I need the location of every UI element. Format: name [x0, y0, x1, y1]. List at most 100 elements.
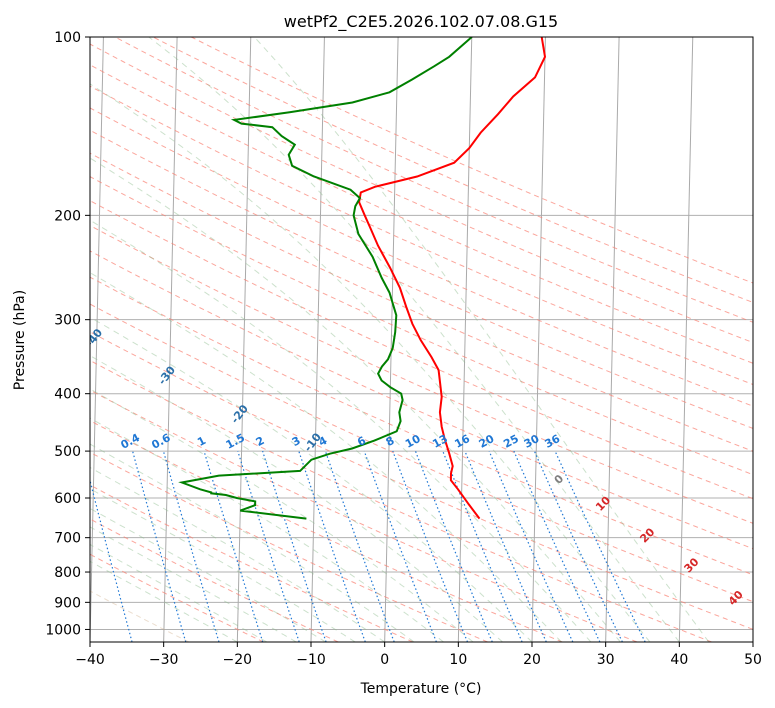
moist-adiabat	[90, 443, 415, 642]
moist-adiabat	[90, 543, 268, 642]
mixing-ratio-line	[298, 450, 366, 642]
dry-adiabat	[90, 420, 563, 642]
y-tick-label: 400	[54, 387, 81, 403]
dry-adiabat	[90, 107, 753, 407]
moist-adiabat	[90, 388, 474, 642]
y-tick-label: 300	[54, 313, 81, 329]
dry-adiabat	[90, 518, 339, 642]
moist-adiabat	[90, 466, 385, 642]
moist-adiabat	[90, 272, 562, 642]
mixing-ratio-line	[90, 478, 133, 642]
mixing-ratio-label: 25	[501, 432, 521, 451]
mixing-ratio-label: 8	[384, 434, 397, 449]
mixing-ratio-line	[464, 450, 547, 642]
moist-adiabat	[254, 37, 710, 642]
dry-adiabat	[90, 389, 638, 642]
skewed-isotherm	[236, 37, 252, 642]
skewed-isotherm	[457, 37, 473, 642]
plot-frame	[89, 36, 754, 643]
skewed-isotherm	[384, 37, 399, 642]
moist-adiabat	[90, 526, 297, 642]
isotherm-label: -40	[83, 326, 106, 350]
moist-adiabat-label: 10	[593, 494, 613, 514]
moist-adiabat-label: 20	[637, 525, 657, 545]
dry-adiabat	[90, 303, 753, 603]
mixing-ratio-line	[262, 450, 327, 642]
x-tick-label: 40	[670, 652, 688, 668]
mixing-ratio-line	[392, 450, 469, 642]
mixing-ratio-label: 1	[195, 434, 208, 449]
mixing-ratio-label: 0.2	[69, 431, 92, 452]
moist-adiabat	[90, 157, 621, 642]
chart-title: wetPf2_C2E5.2026.102.07.08.G15	[284, 12, 558, 32]
mixing-ratio-label: 10	[403, 432, 423, 451]
y-tick-label: 200	[54, 208, 81, 224]
x-axis-label: Temperature (°C)	[360, 681, 482, 697]
skewed-isotherm	[752, 619, 753, 642]
mixing-ratio-label: 0.4	[119, 431, 143, 452]
mixing-ratio-line	[488, 450, 574, 642]
skewed-isotherm	[90, 37, 104, 642]
skewed-isotherm	[605, 37, 620, 642]
x-tick-label: 30	[597, 652, 615, 668]
temperature-line	[358, 37, 547, 520]
moist-adiabat	[148, 37, 680, 642]
mixing-ratio-label: 30	[522, 432, 542, 451]
dry-adiabat	[113, 37, 753, 323]
y-tick-label: 500	[54, 444, 81, 460]
moist-adiabat	[90, 417, 444, 642]
moist-adiabat-label: 0	[552, 472, 567, 487]
dry-adiabat	[90, 250, 753, 550]
y-tick-label: 1000	[45, 622, 81, 638]
mixing-ratio-line	[237, 450, 300, 642]
mixing-ratio-line	[132, 450, 187, 642]
skewed-isotherm	[531, 37, 546, 642]
dry-adiabat	[90, 553, 264, 642]
mixing-ratio-label: 2	[254, 434, 267, 449]
y-tick-label: 800	[54, 565, 81, 581]
mixing-ratio-line	[442, 450, 523, 642]
mixing-ratio-line	[554, 450, 646, 642]
mixing-ratio-line	[324, 450, 395, 642]
mixing-ratio-line	[363, 450, 437, 642]
x-tick-label: −30	[149, 652, 179, 668]
mixing-ratio-label: 16	[452, 432, 472, 451]
moist-adiabat	[90, 354, 503, 642]
dry-adiabat	[90, 85, 753, 386]
moist-adiabat-label: 40	[726, 588, 746, 608]
y-tick-label: 900	[54, 595, 81, 611]
mixing-ratio-line	[162, 450, 220, 642]
dry-adiabat	[152, 37, 753, 303]
dry-adiabat	[90, 359, 712, 642]
mixing-ratio-label: 36	[543, 432, 563, 451]
x-tick-label: −40	[75, 652, 105, 668]
x-tick-label: 50	[744, 652, 762, 668]
dry-adiabat	[90, 152, 753, 452]
moist-adiabat	[90, 219, 592, 642]
x-tick-label: −20	[223, 652, 253, 668]
plot-lines	[90, 37, 753, 642]
x-tick-label: 10	[449, 652, 467, 668]
dry-adiabat	[90, 43, 753, 344]
dry-adiabat	[90, 276, 753, 576]
dry-adiabat	[90, 200, 753, 500]
moist-adiabat	[90, 488, 356, 642]
x-tick-label: −10	[296, 652, 326, 668]
moist-adiabat	[90, 316, 533, 642]
axis-ticks: −40 −30 −20 −10 0 10 20 30 40 50 100 200 300 400 500 60…	[45, 30, 762, 668]
isotherm-label: -20	[228, 402, 251, 426]
y-tick-label: 100	[54, 30, 81, 46]
moist-adiabat	[90, 507, 326, 642]
skewed-isotherm	[678, 37, 694, 642]
mixing-ratio-line	[414, 450, 493, 642]
mixing-ratio-label: 20	[477, 432, 497, 451]
dewpoint-line	[178, 37, 473, 520]
mixing-ratio-label: 4	[316, 434, 329, 449]
dry-adiabat	[90, 590, 190, 642]
dry-adiabat	[90, 331, 753, 630]
y-tick-label: 700	[54, 531, 81, 547]
y-tick-label: 600	[54, 491, 81, 507]
skewed-isotherm	[310, 37, 325, 642]
mixing-ratio-label: 0.1	[22, 431, 45, 452]
